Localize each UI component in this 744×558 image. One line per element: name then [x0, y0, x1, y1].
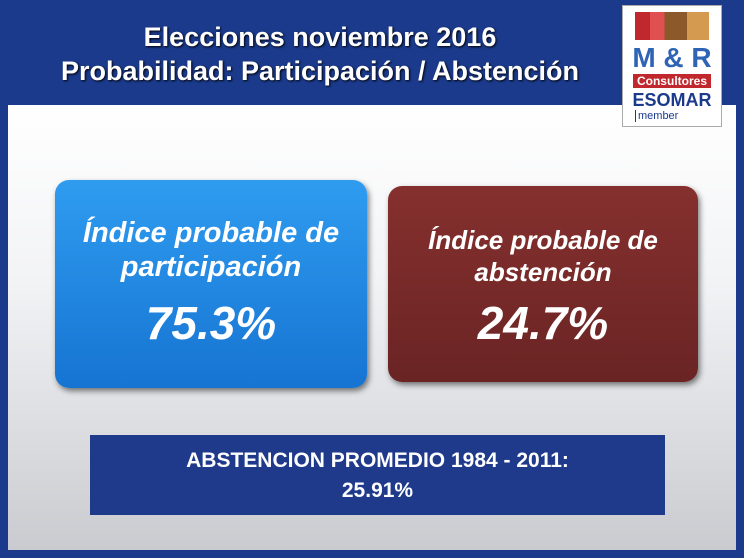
footer-box: ABSTENCION PROMEDIO 1984 - 2011: 25.91% [90, 435, 665, 515]
title-line: Probabilidad: Participación / Abstención [60, 56, 580, 86]
footer-value: 25.91% [341, 479, 414, 502]
participation-box: Índice probable de participación 75.3% [55, 180, 367, 388]
box-value: 24.7% [477, 297, 609, 349]
logo-company: Consultores [633, 74, 711, 88]
title: Elecciones noviembre 2016 Probabilidad: … [0, 20, 640, 88]
logo-association: ESOMAR [632, 90, 712, 110]
title-line: Elecciones noviembre 2016 [143, 22, 497, 52]
logo-graphic [635, 12, 709, 40]
footer-label: ABSTENCION PROMEDIO 1984 - 2011: [186, 449, 569, 472]
logo: M & R Consultores ESOMAR member [622, 5, 722, 127]
logo-membership: member [635, 110, 678, 122]
box-value: 75.3% [145, 297, 277, 349]
abstention-box: Índice probable de abstención 24.7% [388, 186, 698, 382]
logo-brand: M & R [632, 42, 712, 73]
box-label: Índice probable de participación [82, 217, 340, 283]
box-label: Índice probable de abstención [428, 225, 658, 287]
